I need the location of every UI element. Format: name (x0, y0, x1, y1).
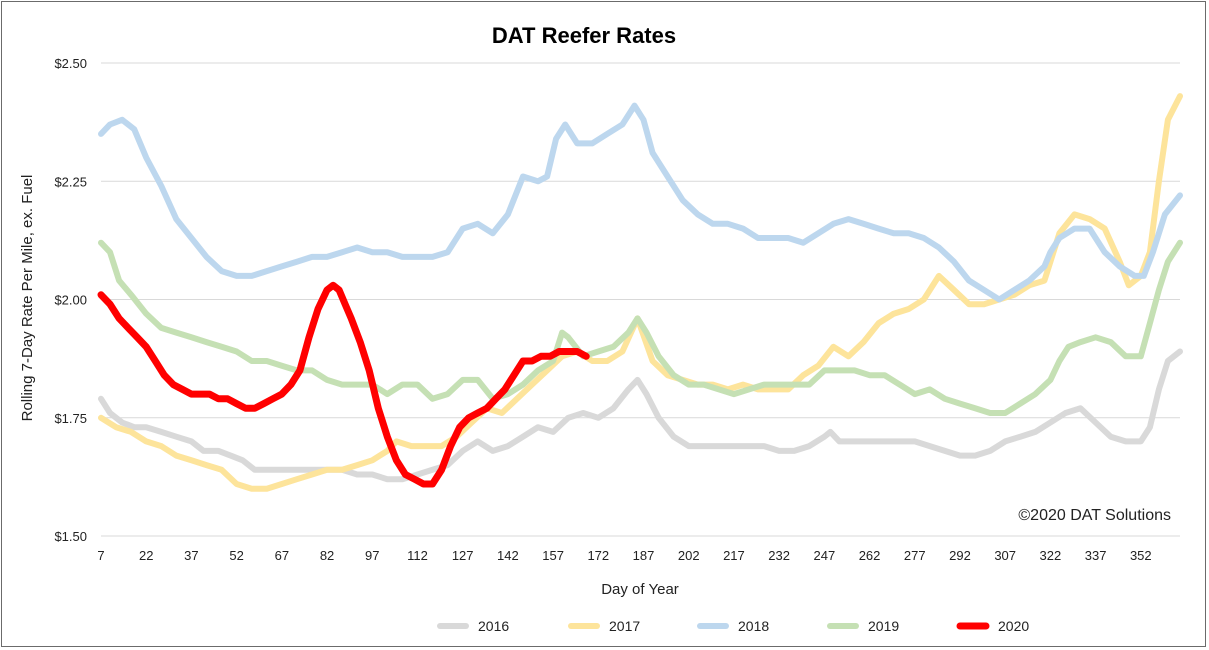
x-tick-label: 172 (587, 548, 609, 563)
x-tick-label: 97 (365, 548, 379, 563)
x-axis-label: Day of Year (601, 581, 679, 598)
x-tick-label: 37 (184, 548, 198, 563)
y-axis-label: Rolling 7-Day Rate Per Mile, ex. Fuel (19, 175, 36, 422)
series-line-2017 (98, 93, 1183, 492)
x-tick-label: 7 (97, 548, 104, 563)
x-tick-label: 127 (452, 548, 474, 563)
legend-label-2016: 2016 (478, 618, 509, 634)
x-tick-label: 112 (407, 548, 428, 563)
legend-label-2018: 2018 (738, 618, 769, 634)
x-tick-label: 67 (275, 548, 289, 563)
x-tick-label: 322 (1040, 548, 1062, 563)
copyright-credit: ©2020 DAT Solutions (1018, 507, 1171, 524)
x-tick-label: 157 (542, 548, 564, 563)
gridlines (101, 62, 1180, 537)
x-tick-label: 142 (497, 548, 519, 563)
x-tick-label: 52 (229, 548, 243, 563)
chart-title: DAT Reefer Rates (492, 23, 676, 48)
y-tick-label: $1.75 (54, 411, 87, 426)
x-tick-label: 82 (320, 548, 334, 563)
y-tick-label: $2.25 (54, 174, 87, 189)
y-axis-ticks: $1.50 $1.75 $2.00 $2.25 $2.50 (54, 56, 87, 544)
x-tick-label: 292 (949, 548, 971, 563)
x-tick-label: 352 (1130, 548, 1152, 563)
legend-label-2017: 2017 (609, 618, 640, 634)
x-tick-label: 307 (994, 548, 1016, 563)
y-tick-label: $2.00 (54, 293, 87, 308)
legend-label-2019: 2019 (868, 618, 899, 634)
series-line-2019 (98, 239, 1183, 416)
x-tick-label: 262 (859, 548, 881, 563)
x-tick-label: 202 (678, 548, 700, 563)
y-tick-label: $1.50 (54, 529, 87, 544)
x-tick-label: 22 (139, 548, 153, 563)
y-tick-label: $2.50 (54, 56, 87, 71)
series-line-2020 (97, 281, 590, 488)
legend: 2016 2017 2018 2019 2020 (437, 618, 1029, 634)
x-tick-label: 232 (768, 548, 790, 563)
x-axis-ticks: 7 22 37 52 67 82 97 112 127 142 157 172 187 202 217 232… (97, 548, 1151, 563)
x-tick-label: 337 (1085, 548, 1107, 563)
x-tick-label: 277 (904, 548, 926, 563)
series-lines (97, 93, 1183, 492)
x-tick-label: 217 (723, 548, 745, 563)
legend-label-2020: 2020 (998, 618, 1029, 634)
x-tick-label: 187 (633, 548, 655, 563)
series-line-2018 (98, 102, 1183, 303)
x-tick-label: 247 (814, 548, 836, 563)
series-line-2016 (98, 348, 1183, 483)
